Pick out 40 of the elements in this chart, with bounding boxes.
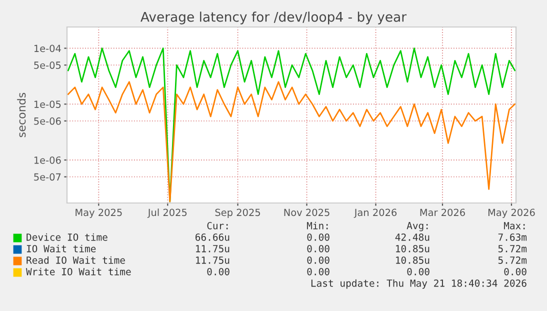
y-tick-label: 5e-07 [34, 173, 61, 181]
chart-title: Average latency for /dev/loop4 - by year [140, 12, 407, 24]
text: 5.72m [498, 256, 527, 264]
text: 0.00 [207, 268, 230, 276]
text: 5.72m [498, 244, 527, 252]
text: 66.66u [196, 233, 230, 241]
legend-label: Read IO Wait time [26, 256, 125, 264]
legend-label: IO Wait time [26, 244, 96, 252]
text: 0.00 [407, 268, 430, 276]
x-tick-label: Jan 2026 [354, 208, 397, 218]
text: 0.00 [307, 233, 330, 241]
y-tick-label: 5e-05 [34, 62, 61, 69]
text: 0.00 [307, 268, 330, 276]
text: Max: [504, 222, 525, 230]
text: 0.00 [504, 268, 526, 276]
text: 10.85u [396, 244, 430, 252]
text: 11.75u [196, 256, 230, 264]
text: Avg: [406, 222, 428, 232]
text: Min: [306, 222, 328, 230]
text: 7.63m [498, 233, 527, 241]
text: 0.00 [307, 244, 330, 252]
x-tick-label: May 2025 [76, 208, 122, 218]
y-tick-label: 1e-04 [34, 44, 61, 52]
legend-label: Device IO time [26, 233, 108, 241]
x-tick-label: Mar 2026 [420, 208, 465, 216]
text: 0.00 [307, 256, 330, 264]
legend-label: Write IO Wait time [26, 268, 131, 276]
text: 11.75u [196, 245, 230, 252]
x-tick-label: Nov 2025 [284, 208, 330, 216]
text: 10.85u [396, 256, 430, 264]
text: 42.48u [395, 233, 430, 241]
text: Cur: [207, 222, 228, 230]
y-tick-label: 1e-05 [34, 100, 61, 108]
y-tick-label: 5e-06 [34, 117, 61, 125]
y-axis-title: seconds [17, 92, 26, 138]
text: Last update: Thu May 21 18:40:34 2026 [311, 279, 526, 289]
x-tick-label: Jul 2025 [147, 208, 187, 218]
y-tick-label: 1e-06 [34, 156, 61, 164]
x-tick-label: Sep 2025 [215, 208, 260, 218]
x-tick-label: May 2026 [488, 208, 535, 218]
